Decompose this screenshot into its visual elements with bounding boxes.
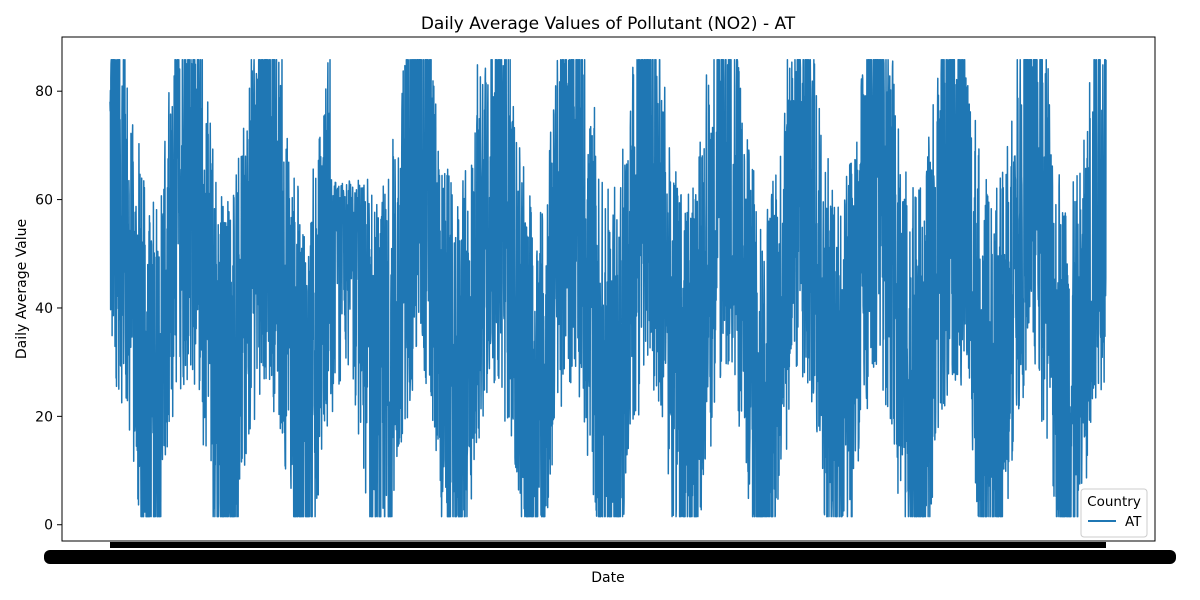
y-tick-label: 80: [35, 84, 53, 100]
plot-area: [61, 36, 1156, 542]
y-axis-title: Daily Average Value: [14, 219, 30, 359]
plot-frame: [61, 36, 1156, 542]
y-tick-label: 0: [44, 518, 53, 534]
legend-title: Country: [1087, 494, 1141, 510]
x-tick-marks: [110, 542, 1106, 548]
y-tick-label: 40: [35, 301, 53, 317]
legend-box: [1080, 488, 1148, 538]
series-AT: [109, 59, 1107, 518]
x-axis-title: Date: [591, 570, 624, 586]
y-tick-label: 60: [35, 193, 53, 209]
y-axis: 0 20 40 60 80: [35, 84, 62, 534]
chart-title: Daily Average Values of Pollutant (NO2) …: [421, 14, 796, 34]
x-tick-labels-overlapping: [44, 550, 1176, 564]
y-tick-label: 20: [35, 409, 53, 425]
legend: Country AT: [1080, 488, 1148, 538]
series-line-AT: [109, 59, 1107, 518]
x-axis: [44, 542, 1176, 564]
legend-label-AT: AT: [1125, 514, 1142, 530]
